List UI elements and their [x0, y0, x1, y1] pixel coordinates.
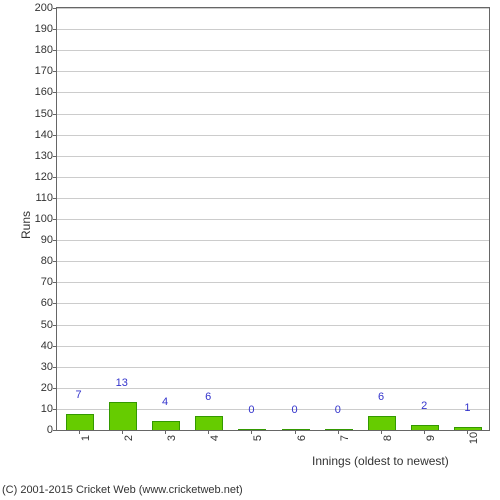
bar-value-label: 6 [378, 391, 384, 403]
bar-value-label: 0 [292, 404, 298, 416]
bar [195, 416, 223, 430]
gridline [57, 8, 489, 9]
bar [454, 427, 482, 430]
gridline [57, 325, 489, 326]
xtick-label: 6 [290, 435, 308, 441]
xtick-mark [79, 430, 80, 434]
gridline [57, 198, 489, 199]
ytick-label: 100 [35, 213, 57, 225]
xtick-label: 2 [117, 435, 135, 441]
bar [109, 402, 137, 430]
gridline [57, 135, 489, 136]
gridline [57, 71, 489, 72]
xtick-mark [295, 430, 296, 434]
xtick-mark [208, 430, 209, 434]
gridline [57, 29, 489, 30]
ytick-label: 60 [41, 297, 57, 309]
bar [66, 414, 94, 430]
bar [238, 429, 266, 430]
gridline [57, 156, 489, 157]
bar-value-label: 2 [421, 400, 427, 412]
gridline [57, 367, 489, 368]
bar-value-label: 7 [76, 389, 82, 401]
ytick-label: 80 [41, 255, 57, 267]
bar-value-label: 0 [335, 404, 341, 416]
xtick-mark [165, 430, 166, 434]
ytick-label: 90 [41, 234, 57, 246]
xtick-mark [381, 430, 382, 434]
ytick-label: 40 [41, 340, 57, 352]
xtick-label: 9 [419, 435, 437, 441]
xtick-mark [424, 430, 425, 434]
xtick-label: 3 [160, 435, 178, 441]
ytick-label: 110 [35, 192, 57, 204]
ytick-label: 10 [41, 403, 57, 415]
copyright-text: (C) 2001-2015 Cricket Web (www.cricketwe… [2, 484, 243, 496]
ytick-label: 140 [35, 129, 57, 141]
xtick-mark [122, 430, 123, 434]
plot-area: 0102030405060708090100110120130140150160… [56, 7, 490, 431]
xtick-label: 8 [376, 435, 394, 441]
bar [411, 425, 439, 430]
gridline [57, 92, 489, 93]
gridline [57, 219, 489, 220]
ytick-label: 70 [41, 276, 57, 288]
gridline [57, 282, 489, 283]
xtick-label: 1 [74, 435, 92, 441]
x-axis-label: Innings (oldest to newest) [312, 454, 449, 468]
xtick-mark [338, 430, 339, 434]
gridline [57, 114, 489, 115]
ytick-label: 150 [35, 108, 57, 120]
bar [152, 421, 180, 430]
xtick-label: 4 [203, 435, 221, 441]
xtick-label: 10 [462, 432, 480, 444]
gridline [57, 240, 489, 241]
ytick-label: 20 [41, 382, 57, 394]
ytick-label: 120 [35, 171, 57, 183]
y-axis-label: Runs [19, 211, 33, 239]
xtick-mark [251, 430, 252, 434]
chart-container: 0102030405060708090100110120130140150160… [0, 0, 500, 500]
ytick-label: 180 [35, 44, 57, 56]
ytick-label: 30 [41, 361, 57, 373]
gridline [57, 261, 489, 262]
ytick-label: 130 [35, 150, 57, 162]
bar-value-label: 4 [162, 396, 168, 408]
ytick-label: 200 [35, 2, 57, 14]
xtick-label: 7 [333, 435, 351, 441]
gridline [57, 346, 489, 347]
ytick-label: 50 [41, 319, 57, 331]
gridline [57, 177, 489, 178]
ytick-label: 170 [35, 65, 57, 77]
bar [368, 416, 396, 430]
gridline [57, 303, 489, 304]
bar-value-label: 6 [205, 391, 211, 403]
gridline [57, 50, 489, 51]
xtick-label: 5 [246, 435, 264, 441]
bar-value-label: 1 [464, 402, 470, 414]
ytick-label: 190 [35, 23, 57, 35]
ytick-label: 160 [35, 86, 57, 98]
bar-value-label: 13 [116, 377, 128, 389]
bar-value-label: 0 [248, 404, 254, 416]
ytick-label: 0 [47, 424, 57, 436]
